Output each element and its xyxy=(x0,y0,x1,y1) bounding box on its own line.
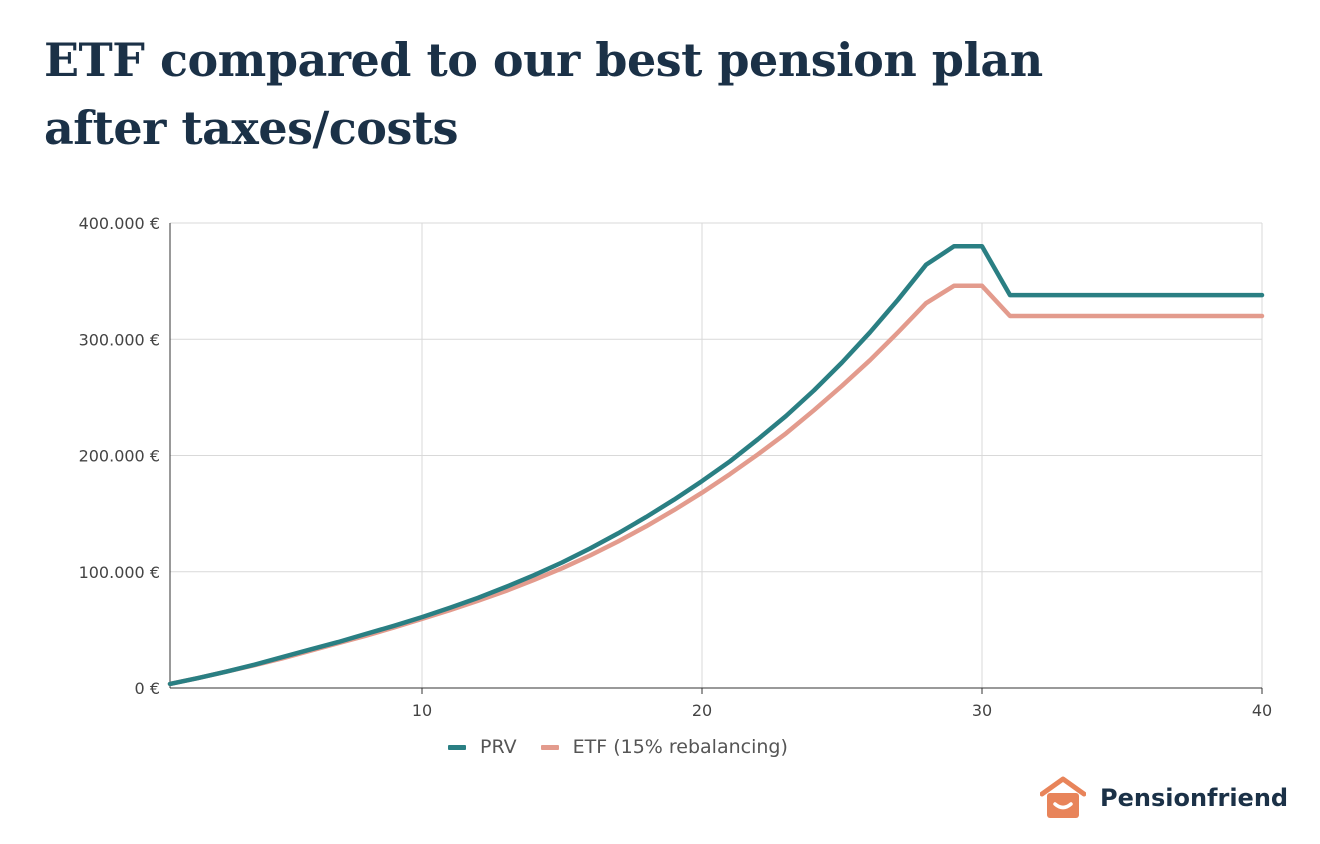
legend: PRV ETF (15% rebalancing) xyxy=(448,736,812,758)
series-line-etf xyxy=(167,283,1265,687)
house-smile-icon xyxy=(1040,776,1086,818)
y-tick-label: 0 € xyxy=(135,679,160,698)
title-line-2: after taxes/costs xyxy=(44,101,459,155)
brand: Pensionfriend xyxy=(1040,776,1288,820)
legend-item-etf[interactable]: ETF (15% rebalancing) xyxy=(540,736,788,758)
y-tick-label: 300.000 € xyxy=(79,330,160,349)
x-tick-label: 10 xyxy=(412,701,432,720)
legend-item-prv[interactable]: PRV xyxy=(448,736,517,758)
legend-label-etf: ETF (15% rebalancing) xyxy=(572,736,788,758)
legend-swatch-etf xyxy=(540,744,559,750)
x-tick-label: 20 xyxy=(692,701,712,720)
x-tick-label: 30 xyxy=(972,701,992,720)
title-line-1: ETF compared to our best pension plan xyxy=(44,33,1043,87)
y-tick-label: 200.000 € xyxy=(79,447,160,466)
series-line-prv xyxy=(167,244,1265,687)
y-tick-label: 100.000 € xyxy=(79,563,160,582)
y-tick-label: 400.000 € xyxy=(79,214,160,233)
x-tick-label: 40 xyxy=(1252,701,1272,720)
legend-swatch-prv xyxy=(448,744,466,750)
brand-name: Pensionfriend xyxy=(1100,784,1289,812)
chart-title: ETF compared to our best pension plan af… xyxy=(44,26,1194,162)
legend-label-prv: PRV xyxy=(480,736,517,758)
